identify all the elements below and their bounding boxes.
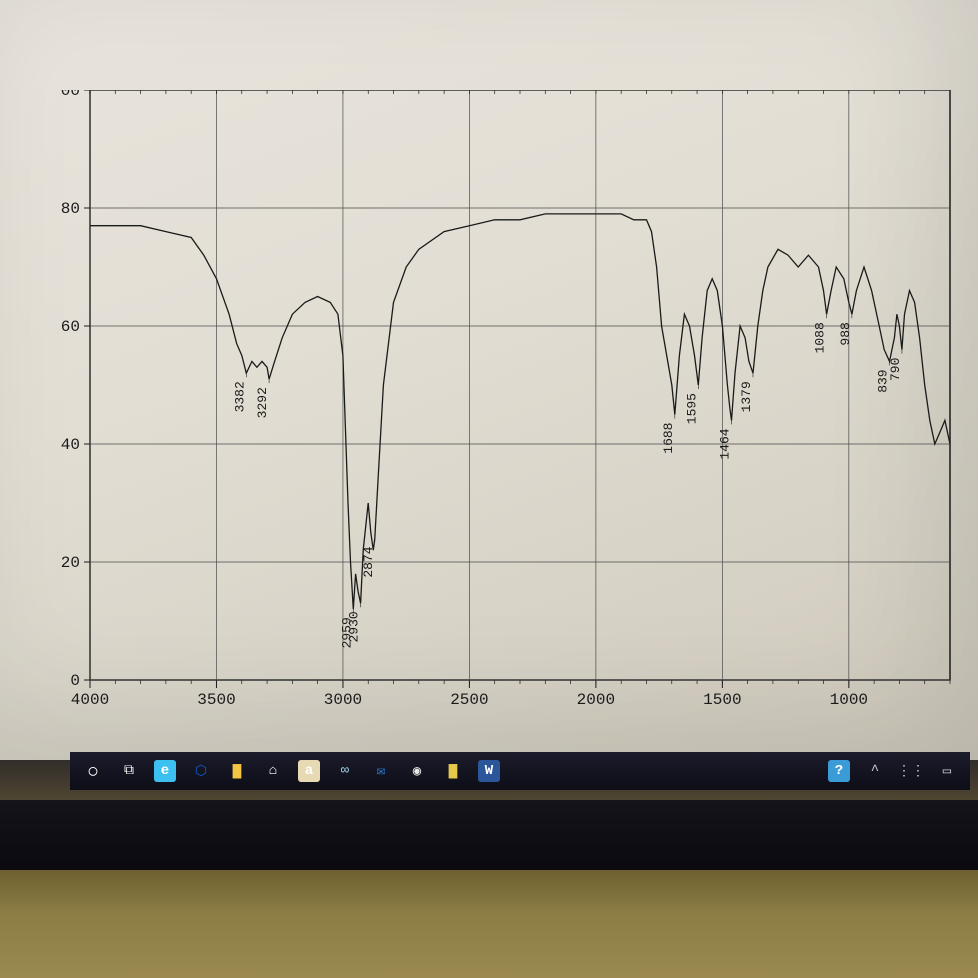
infinity-icon[interactable]: ∞ <box>334 760 356 782</box>
dropbox-icon[interactable]: ⬡ <box>190 760 212 782</box>
svg-text:60: 60 <box>61 318 80 336</box>
explorer-icon[interactable]: ▇ <box>226 760 248 782</box>
taskview-icon[interactable]: ⧉ <box>118 760 140 782</box>
photo-background: 4000 3500 3000 2500 2000 1500 1000 0 20 40 60 80 100… <box>0 0 978 978</box>
svg-text:4000: 4000 <box>71 691 109 709</box>
svg-text:1379: 1379 <box>739 381 754 412</box>
paper-region: 4000 3500 3000 2500 2000 1500 1000 0 20 40 60 80 100… <box>0 0 978 760</box>
windows-taskbar[interactable]: ◯ ⧉ e ⬡ ▇ ⌂ a ∞ ✉ ◉ ▇ W? ^ ⋮⋮ ▭ <box>70 752 970 790</box>
mail-icon[interactable]: ✉ <box>370 760 392 782</box>
chevron-up-icon[interactable]: ^ <box>864 760 886 782</box>
svg-text:0: 0 <box>70 672 80 690</box>
edge-icon[interactable]: e <box>154 760 176 782</box>
svg-text:40: 40 <box>61 436 80 454</box>
svg-text:2930: 2930 <box>347 611 362 642</box>
svg-text:1595: 1595 <box>684 393 699 424</box>
svg-text:988: 988 <box>838 322 853 345</box>
spectrum-svg: 4000 3500 3000 2500 2000 1500 1000 0 20 40 60 80 100… <box>60 90 960 730</box>
svg-text:1088: 1088 <box>813 322 828 353</box>
svg-text:20: 20 <box>61 554 80 572</box>
svg-text:3500: 3500 <box>197 691 235 709</box>
laptop-hinge <box>0 800 978 870</box>
help-icon[interactable]: ? <box>828 760 850 782</box>
svg-text:1688: 1688 <box>661 423 676 454</box>
svg-text:2000: 2000 <box>577 691 615 709</box>
amazon-icon[interactable]: a <box>298 760 320 782</box>
battery-icon[interactable]: ▭ <box>936 760 958 782</box>
svg-text:1500: 1500 <box>703 691 741 709</box>
word-icon[interactable]: W <box>478 760 500 782</box>
sticky-notes-icon[interactable]: ▇ <box>442 760 464 782</box>
chrome-icon[interactable]: ◉ <box>406 760 428 782</box>
svg-text:3292: 3292 <box>255 387 270 418</box>
svg-text:2874: 2874 <box>361 546 376 577</box>
cortana-icon[interactable]: ◯ <box>82 760 104 782</box>
store-icon[interactable]: ⌂ <box>262 760 284 782</box>
svg-text:2500: 2500 <box>450 691 488 709</box>
svg-text:1464: 1464 <box>717 428 732 459</box>
spectrum-plot: 4000350030002500200015001000020406080100… <box>60 90 960 690</box>
svg-text:100: 100 <box>60 90 80 100</box>
network-icon[interactable]: ⋮⋮ <box>900 760 922 782</box>
svg-text:3382: 3382 <box>232 381 247 412</box>
svg-text:790: 790 <box>888 358 903 381</box>
svg-text:80: 80 <box>61 200 80 218</box>
svg-text:1000: 1000 <box>830 691 868 709</box>
keyboard-deck <box>0 870 978 978</box>
svg-text:3000: 3000 <box>324 691 362 709</box>
